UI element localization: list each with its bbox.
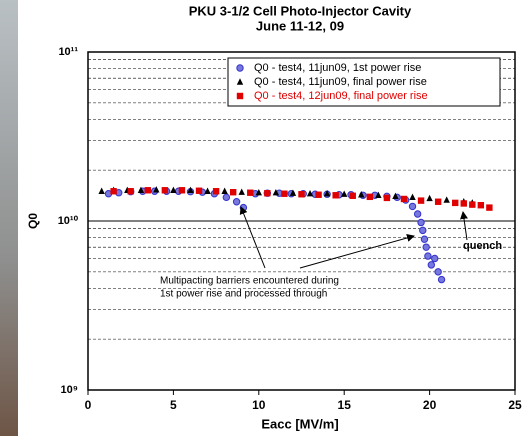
point <box>367 194 373 200</box>
x-tick-label: 10 <box>252 398 266 412</box>
point <box>350 193 356 199</box>
point <box>332 192 338 198</box>
point <box>418 219 424 225</box>
point <box>145 187 151 193</box>
x-tick-label: 5 <box>170 398 177 412</box>
y-tick-label: 10¹¹ <box>58 46 78 58</box>
point <box>420 227 426 233</box>
point <box>469 201 475 207</box>
annotation: 1st power rise and processed through <box>160 289 327 300</box>
legend-label: Q0 - test4, 11jun09, final power rise <box>254 76 427 88</box>
point <box>438 276 444 282</box>
point <box>162 187 168 193</box>
point <box>421 236 427 242</box>
point <box>461 200 467 206</box>
y-tick-label: 10⁹ <box>61 384 78 396</box>
point <box>233 199 239 205</box>
chart: PKU 3-1/2 Cell Photo-Injector Cavity Jun… <box>0 0 531 436</box>
point <box>425 253 431 259</box>
point <box>409 203 415 209</box>
point <box>237 93 243 99</box>
legend-label: Q0 - test4, 12jun09, final power rise <box>254 90 428 102</box>
point <box>435 199 441 205</box>
point <box>384 195 390 201</box>
x-axis-label: Eacc [MV/m] <box>261 416 338 431</box>
point <box>223 194 229 200</box>
point <box>230 189 236 195</box>
x-tick-label: 20 <box>423 398 437 412</box>
point <box>486 204 492 210</box>
chart-subtitle: June 11-12, 09 <box>256 18 344 33</box>
legend: Q0 - test4, 11jun09, 1st power rise Q0 - … <box>228 58 500 106</box>
point <box>418 197 424 203</box>
point <box>264 190 270 196</box>
chart-title: PKU 3-1/2 Cell Photo-Injector Cavity <box>189 3 412 18</box>
x-tick-label: 25 <box>508 398 522 412</box>
x-tick-label: 0 <box>85 398 92 412</box>
point <box>128 188 134 194</box>
point <box>414 211 420 217</box>
y-axis-label: Q0 <box>26 213 40 229</box>
annotation: quench <box>463 240 502 252</box>
point <box>428 262 434 268</box>
point <box>401 196 407 202</box>
point <box>213 188 219 194</box>
photo-strip <box>0 0 18 436</box>
point <box>452 200 458 206</box>
point <box>298 191 304 197</box>
page: PKU 3-1/2 Cell Photo-Injector Cavity Jun… <box>0 0 531 436</box>
point <box>432 255 438 261</box>
point <box>315 192 321 198</box>
point <box>247 190 253 196</box>
x-tick-label: 15 <box>338 398 352 412</box>
point <box>281 191 287 197</box>
annotation: Multipacting barriers encountered during <box>160 276 339 287</box>
point <box>478 202 484 208</box>
point <box>110 188 116 194</box>
point <box>435 269 441 275</box>
legend-label: Q0 - test4, 11jun09, 1st power rise <box>254 62 421 74</box>
point <box>179 187 185 193</box>
point <box>423 244 429 250</box>
point <box>196 188 202 194</box>
point <box>237 65 243 71</box>
y-tick-label: 10¹⁰ <box>58 215 79 227</box>
